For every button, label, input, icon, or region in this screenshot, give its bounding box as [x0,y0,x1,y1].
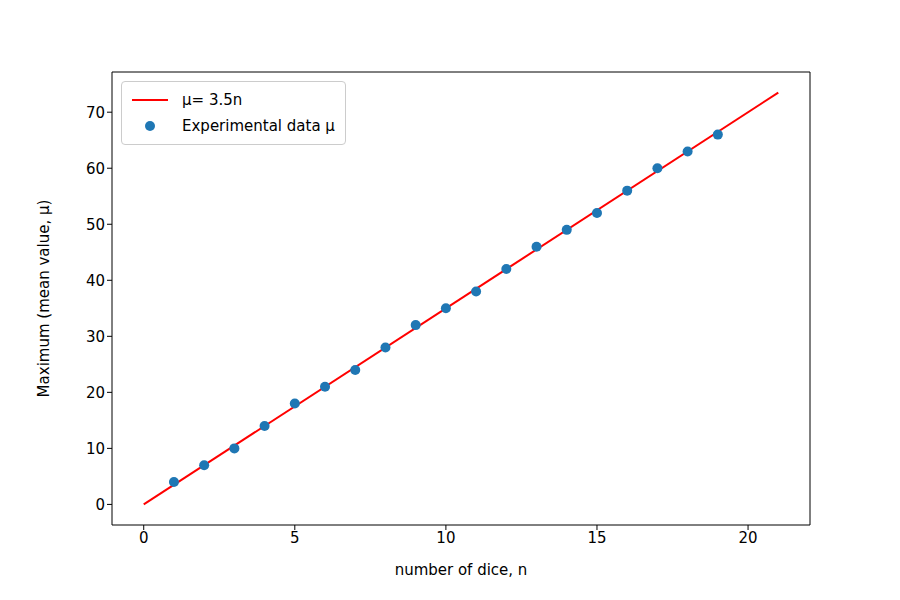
svg-text:0: 0 [95,496,105,514]
svg-text:30: 30 [86,328,105,346]
svg-text:20: 20 [86,384,105,402]
svg-text:60: 60 [86,160,105,178]
svg-text:40: 40 [86,272,105,290]
html-text:Experimental data μ: Experimental data μ [182,117,335,135]
svg-text:15: 15 [587,529,606,547]
svg-text:Maximum (mean value, μ): Maximum (mean value, μ) [35,200,53,398]
svg-text:5: 5 [290,529,300,547]
svg-text:0: 0 [139,529,149,547]
svg-text:20: 20 [739,529,758,547]
svg-text:70: 70 [86,104,105,122]
html-text:μ= 3.5n: μ= 3.5n [182,91,243,109]
svg-text:10: 10 [86,440,105,458]
svg-text:number of dice, n: number of dice, n [395,561,528,579]
svg-text:10: 10 [436,529,455,547]
svg-text:50: 50 [86,216,105,234]
